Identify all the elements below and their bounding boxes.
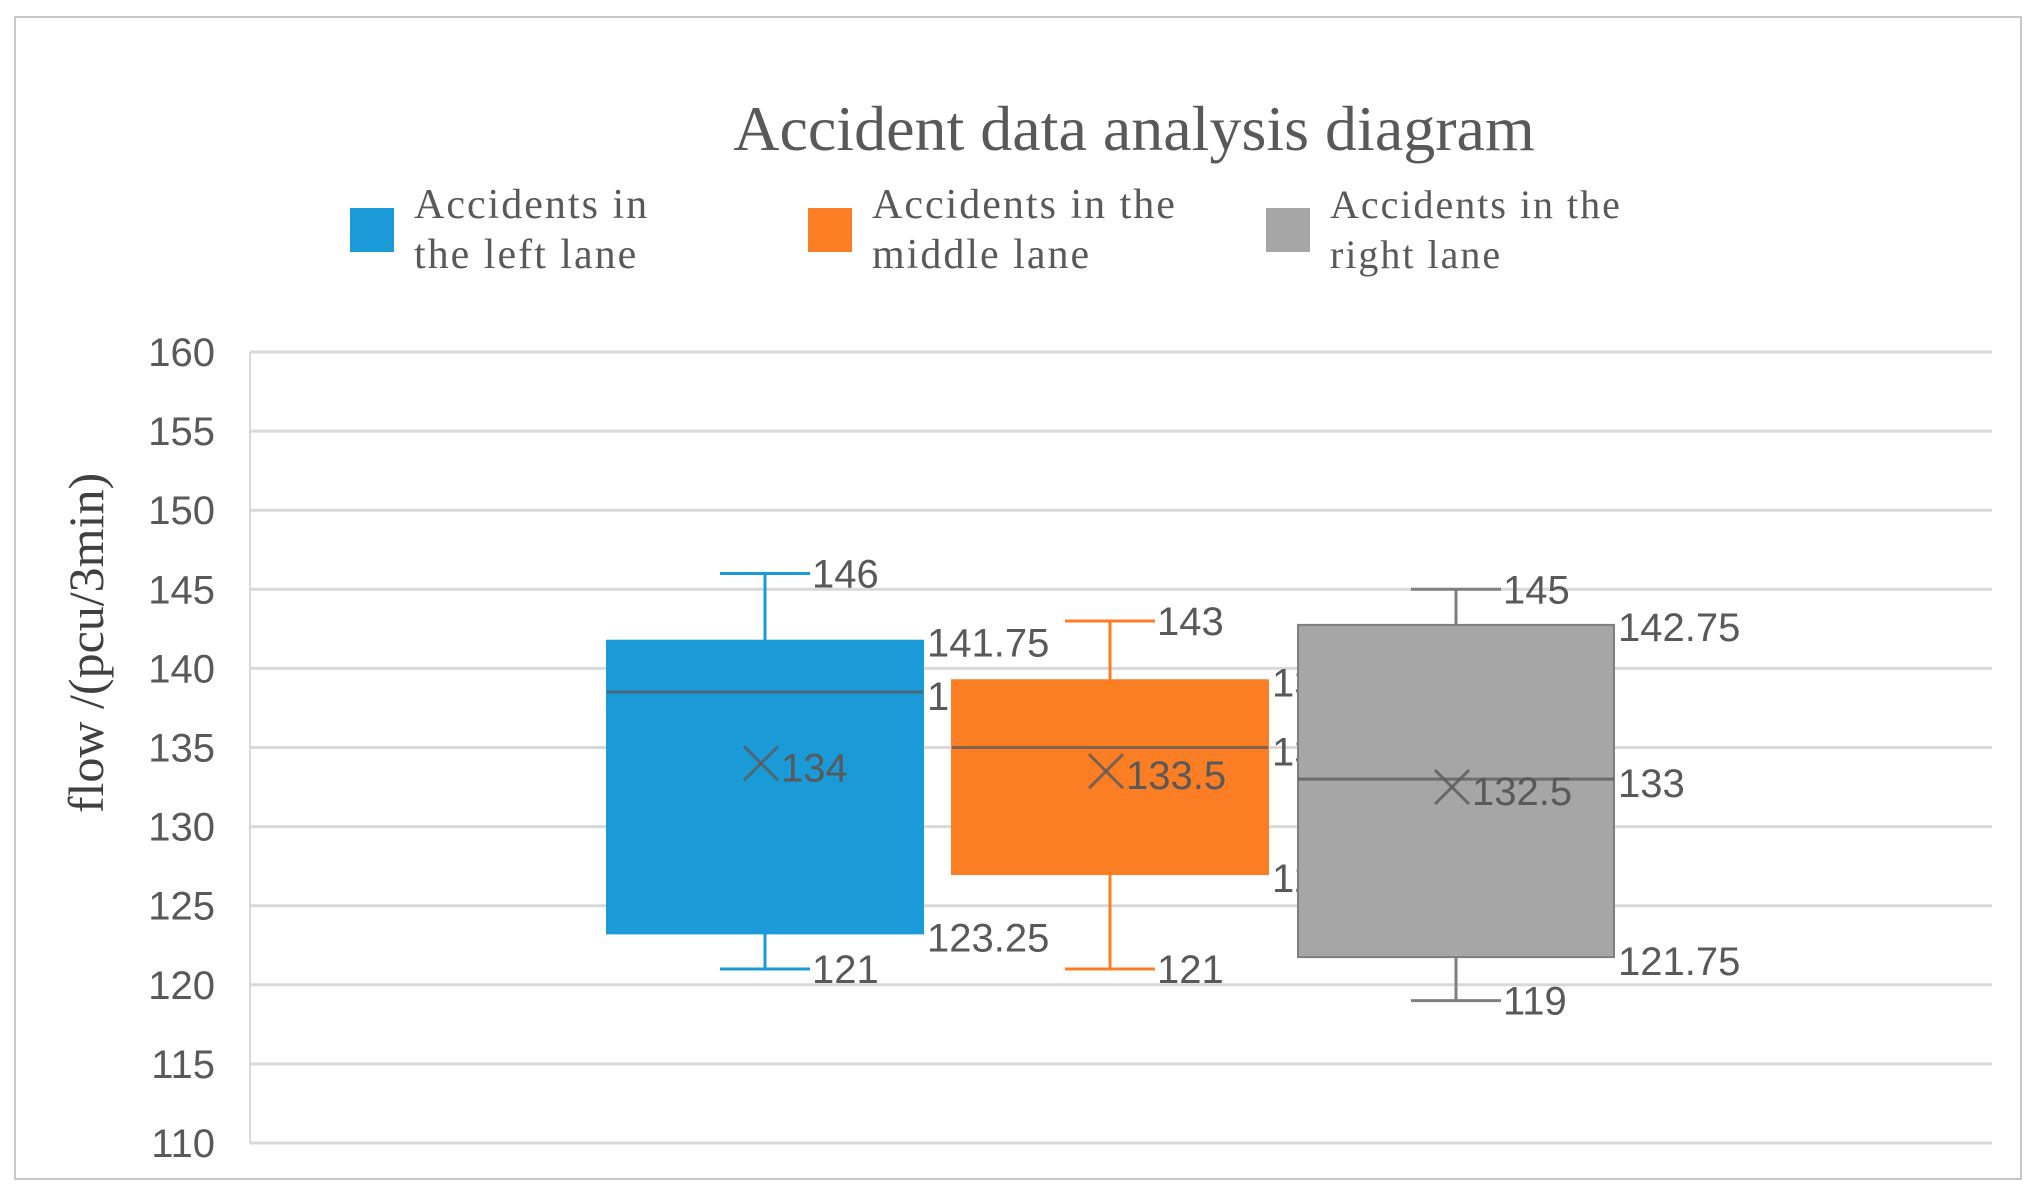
min-label: 119 [1503,980,1567,1024]
q1-label: 123.25 [927,916,1049,960]
box-series: 146121141.75123.25138.5134143121139.2512… [606,552,1740,1024]
box-body [606,639,924,935]
mean-marker [1087,753,1125,790]
legend-swatch-right-lane [1266,208,1310,252]
legend-swatch-left-lane [350,208,394,252]
y-tick-label: 145 [148,568,215,612]
q3-label: 141.75 [927,622,1049,666]
mean-label: 134 [781,746,848,790]
y-tick-label: 130 [148,806,215,850]
y-tick-label: 115 [151,1043,215,1087]
chart-title: Accident data analysis diagram [733,93,1535,164]
legend-label-line: middle lane [872,232,1092,278]
legend: Accidents in the left lane Accidents in … [350,180,1700,290]
mean-label: 132.5 [1472,770,1572,814]
legend-swatch-middle-lane [808,208,852,252]
y-tick-label: 150 [148,489,215,533]
y-tick-label: 110 [151,1122,215,1166]
y-tick-label: 160 [148,331,215,375]
mean-label: 133.5 [1126,754,1226,798]
y-tick-label: 155 [148,410,215,454]
median-label: 133 [1618,762,1685,806]
mean-marker [1433,768,1471,806]
legend-item-middle-lane: Accidents in the middle lane [808,180,1177,280]
legend-label-line: Accidents in the [872,182,1177,228]
mean-marker [742,745,780,782]
legend-label-left-lane: Accidents in the left lane [414,180,649,280]
legend-label-line: right lane [1330,232,1503,277]
max-label: 146 [812,552,879,596]
y-tick-label: 135 [148,727,215,771]
legend-label-line: the left lane [414,232,639,278]
max-label: 145 [1503,568,1570,612]
y-tick-label: 125 [148,885,215,929]
legend-label-middle-lane: Accidents in the middle lane [872,180,1177,280]
y-tick-labels: 110 115 120 125 130 135 140 145 150 155 160 [148,331,215,1166]
legend-item-right-lane: Accidents in the right lane [1266,180,1622,280]
min-label: 121 [1157,948,1224,992]
q1-label: 121.75 [1618,940,1740,984]
y-tick-label: 140 [148,647,215,691]
box-3: 145 119 142.75 121.75 133 132.5 [1297,568,1740,1024]
min-label: 121 [812,948,879,992]
legend-label-line: Accidents in [414,182,650,228]
q3-label: 142.75 [1618,606,1740,650]
legend-item-left-lane: Accidents in the left lane [350,180,649,280]
y-tick-label: 120 [148,964,215,1008]
legend-label-line: Accidents in the [1330,182,1622,227]
max-label: 143 [1157,600,1224,644]
legend-label-right-lane: Accidents in the right lane [1330,180,1622,280]
